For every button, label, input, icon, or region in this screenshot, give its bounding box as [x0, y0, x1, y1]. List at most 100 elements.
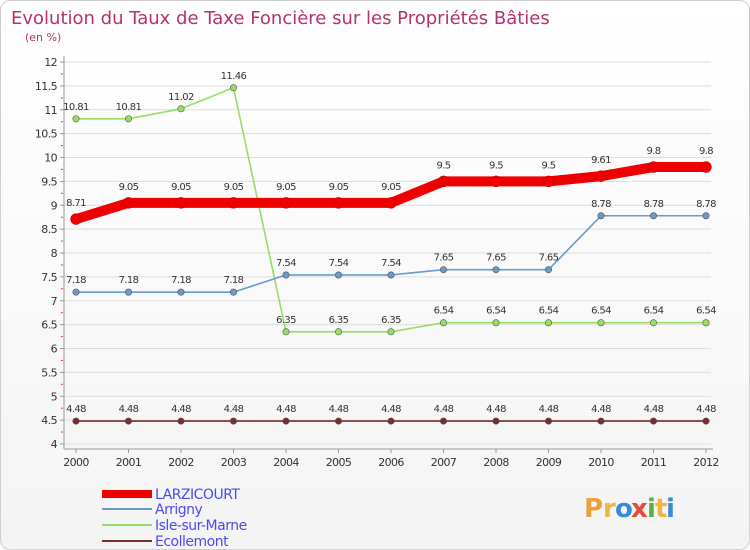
point-arrigny-2009 — [544, 266, 552, 274]
y-tick-label-4.5: 4.5 — [41, 414, 57, 427]
axes — [60, 56, 713, 453]
data-label-isle-sur-marne-2007: 6.54 — [434, 306, 454, 317]
data-label-arrigny-2008: 7.65 — [486, 253, 506, 264]
data-label-isle-sur-marne-2009: 6.54 — [539, 306, 559, 317]
point-arrigny-2005 — [334, 271, 342, 279]
y-tick-label-7: 7 — [51, 295, 58, 308]
legend-label-isle-sur-marne: Isle-sur-Marne — [155, 518, 247, 534]
point-arrigny-2011 — [649, 212, 657, 220]
data-label-arrigny-2010: 8.78 — [591, 199, 611, 210]
logo-letter: i — [647, 494, 656, 524]
legend-label-larzicourt: LARZICOURT — [155, 487, 240, 503]
data-label-ecollemont-2004: 4.48 — [276, 404, 296, 415]
data-label-ecollemont-2000: 4.48 — [66, 404, 86, 415]
y-tick-label-8: 8 — [51, 247, 58, 260]
data-label-arrigny-2011: 8.78 — [644, 199, 664, 210]
logo-letter: x — [631, 494, 648, 524]
chart-subtitle: (en %) — [25, 31, 61, 44]
y-tick-label-4: 4 — [51, 438, 58, 451]
data-label-larzicourt-2005: 9.05 — [329, 182, 349, 193]
point-ecollemont-2009 — [544, 417, 552, 425]
x-tick-label-2008: 2008 — [483, 456, 509, 469]
point-larzicourt-2008 — [490, 175, 502, 188]
point-ecollemont-2012 — [702, 417, 710, 425]
data-label-arrigny-2002: 7.18 — [171, 275, 191, 286]
y-tick-label-5: 5 — [51, 390, 58, 403]
point-arrigny-2003 — [230, 288, 238, 296]
x-tick-label-2002: 2002 — [168, 456, 194, 469]
point-larzicourt-2011 — [647, 161, 660, 173]
data-label-isle-sur-marne-2005: 6.35 — [329, 315, 349, 326]
point-larzicourt-2000 — [70, 213, 82, 225]
x-tick-label-2011: 2011 — [641, 456, 667, 469]
point-ecollemont-2003 — [230, 417, 238, 425]
data-label-larzicourt-2004: 9.05 — [276, 182, 296, 193]
point-isle-sur-marne-2006 — [387, 328, 395, 336]
data-label-larzicourt-2006: 9.05 — [381, 182, 401, 193]
point-isle-sur-marne-2012 — [702, 319, 710, 327]
x-tick-label-2010: 2010 — [588, 456, 614, 469]
data-label-ecollemont-2003: 4.48 — [224, 404, 244, 415]
x-tick-label-2000: 2000 — [63, 456, 89, 469]
data-label-arrigny-2012: 8.78 — [696, 199, 716, 210]
point-ecollemont-2010 — [597, 417, 605, 425]
point-isle-sur-marne-2007 — [439, 319, 447, 327]
logo-letter: o — [615, 494, 633, 524]
data-label-isle-sur-marne-2002: 11.02 — [168, 92, 194, 103]
point-ecollemont-2006 — [387, 417, 395, 425]
point-larzicourt-2004 — [280, 197, 292, 209]
point-isle-sur-marne-2004 — [282, 328, 290, 336]
data-label-ecollemont-2001: 4.48 — [119, 404, 139, 415]
y-axis-ticks: 4 4.5 5 5.5 6 6.5 7 7.5 8 8.5 9 9.5 10 10.5 11 11.5 12 — [35, 56, 58, 451]
x-tick-label-2006: 2006 — [378, 456, 404, 469]
y-tick-label-10.5: 10.5 — [35, 128, 58, 141]
point-arrigny-2002 — [177, 288, 185, 296]
gridlines — [64, 61, 711, 445]
data-label-larzicourt-2010: 9.61 — [591, 155, 611, 166]
y-tick-label-7.5: 7.5 — [41, 271, 57, 284]
data-label-isle-sur-marne-2010: 6.54 — [591, 306, 611, 317]
data-label-ecollemont-2011: 4.48 — [644, 404, 664, 415]
y-tick-label-9: 9 — [51, 199, 58, 212]
data-label-isle-sur-marne-2011: 6.54 — [644, 306, 664, 317]
point-larzicourt-2009 — [542, 175, 555, 188]
data-label-arrigny-2003: 7.18 — [224, 275, 244, 286]
point-ecollemont-2002 — [177, 417, 185, 425]
point-isle-sur-marne-2008 — [492, 319, 500, 327]
point-arrigny-2000 — [72, 288, 80, 296]
point-isle-sur-marne-2009 — [544, 319, 552, 327]
data-label-ecollemont-2005: 4.48 — [329, 404, 349, 415]
logo-letter: i — [666, 494, 675, 524]
point-isle-sur-marne-2005 — [334, 328, 342, 336]
x-tick-label-2009: 2009 — [536, 456, 562, 469]
point-larzicourt-2005 — [332, 197, 345, 209]
point-ecollemont-2000 — [72, 417, 80, 425]
data-label-isle-sur-marne-2008: 6.54 — [486, 306, 506, 317]
point-larzicourt-2003 — [227, 197, 240, 209]
point-ecollemont-2011 — [649, 417, 657, 425]
data-label-larzicourt-2012: 9.8 — [699, 146, 713, 157]
legend-label-ecollemont: Ecollemont — [155, 534, 229, 550]
data-label-isle-sur-marne-2000: 10.81 — [63, 102, 89, 113]
logo-letter: t — [655, 494, 667, 524]
y-tick-label-6: 6 — [51, 343, 58, 356]
data-label-larzicourt-2000: 8.71 — [66, 198, 86, 209]
data-label-larzicourt-2003: 9.05 — [224, 182, 244, 193]
x-tick-label-2012: 2012 — [693, 456, 719, 469]
data-label-isle-sur-marne-2004: 6.35 — [276, 315, 296, 326]
x-tick-label-2004: 2004 — [273, 456, 299, 469]
data-label-larzicourt-2007: 9.5 — [436, 160, 450, 171]
logo-letter: r — [603, 494, 616, 524]
legend: LARZICOURTArrignyIsle-sur-MarneEcollemon… — [102, 487, 247, 550]
x-tick-label-2001: 2001 — [116, 456, 142, 469]
data-label-arrigny-2006: 7.54 — [381, 258, 401, 269]
y-tick-label-9.5: 9.5 — [41, 175, 57, 188]
point-arrigny-2008 — [492, 266, 500, 274]
point-arrigny-2007 — [439, 266, 447, 274]
data-label-arrigny-2007: 7.65 — [434, 253, 454, 264]
point-isle-sur-marne-2003 — [230, 84, 238, 92]
data-label-arrigny-2001: 7.18 — [119, 275, 139, 286]
series-layer — [70, 84, 712, 425]
